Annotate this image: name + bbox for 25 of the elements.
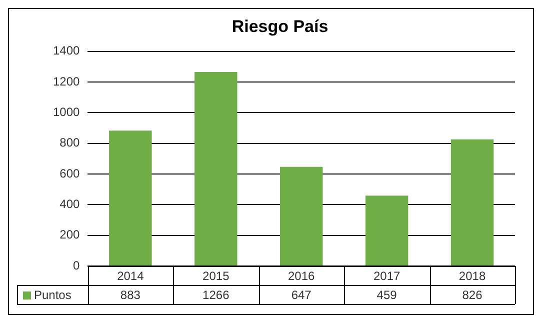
y-tick-label: 400 <box>60 197 80 211</box>
chart-title: Riesgo País <box>232 16 328 36</box>
data-label: 647 <box>291 288 312 302</box>
y-tick-label: 200 <box>60 228 80 242</box>
x-tick-label: 2017 <box>373 268 400 283</box>
data-label: 883 <box>120 288 141 302</box>
y-tick-label: 800 <box>60 136 80 150</box>
y-tick-label: 1400 <box>52 44 80 58</box>
data-label: 459 <box>376 288 398 302</box>
y-tick-label: 600 <box>60 166 80 180</box>
bar <box>365 196 408 266</box>
legend-label: Puntos <box>34 288 72 302</box>
bar <box>280 166 323 266</box>
x-tick-label: 2014 <box>117 268 144 283</box>
data-label: 1266 <box>202 288 230 302</box>
y-tick-label: 0 <box>73 258 80 272</box>
data-label: 826 <box>462 288 483 302</box>
y-tick-label: 1200 <box>52 74 80 88</box>
bar <box>109 130 152 266</box>
x-tick-label: 2018 <box>458 268 486 283</box>
bar <box>450 139 494 266</box>
x-tick-label: 2015 <box>202 268 230 283</box>
bar <box>194 72 238 266</box>
y-tick-label: 1000 <box>52 105 80 120</box>
x-tick-label: 2016 <box>288 268 316 283</box>
